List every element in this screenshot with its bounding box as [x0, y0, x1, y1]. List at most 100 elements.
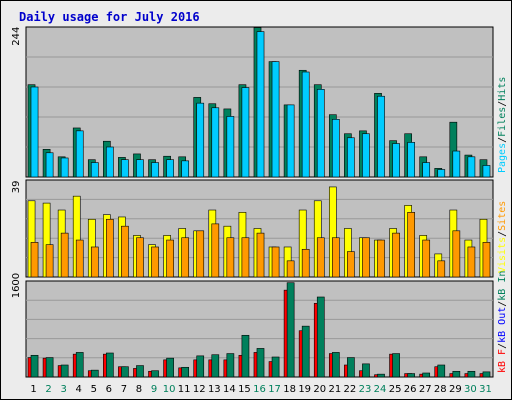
bar-kb-in — [45, 357, 54, 378]
bar-pages — [422, 162, 431, 178]
bar-pages — [301, 71, 310, 178]
bar-sites — [136, 237, 144, 278]
bar-pages — [286, 104, 295, 178]
bar-kb-in — [407, 373, 415, 378]
legend-entry: Pages — [497, 143, 508, 173]
bar-kb-in — [271, 356, 280, 378]
bar-sites — [271, 246, 280, 278]
legend-entry: / — [497, 301, 508, 307]
x-tick-label: 5 — [91, 384, 97, 395]
bar-kb-in — [166, 357, 174, 378]
bar-sites — [211, 223, 220, 278]
bar-pages — [452, 150, 461, 178]
x-tick-label: 26 — [404, 384, 417, 395]
bar-pages — [121, 159, 129, 178]
x-tick-label: 27 — [419, 384, 432, 395]
bar-sites — [362, 237, 370, 278]
bar-kb-in — [106, 352, 114, 378]
bar-kb-in — [211, 354, 220, 378]
bar-kb-in — [422, 372, 431, 378]
bar-kb-in — [331, 352, 340, 378]
x-tick-label: 8 — [136, 384, 142, 395]
x-tick-label: 11 — [178, 384, 191, 395]
x-tick-label: 18 — [283, 384, 296, 395]
bar-pages — [181, 160, 190, 178]
legend-entry: / — [497, 343, 508, 349]
bar-sites — [482, 242, 491, 278]
bar-pages — [30, 86, 39, 178]
x-tick-label: 12 — [193, 384, 206, 395]
bar-sites — [452, 230, 461, 278]
y-max-label: 39 — [11, 181, 22, 194]
bar-pages — [196, 102, 205, 178]
x-tick-label: 14 — [223, 384, 236, 395]
bar-sites — [467, 246, 476, 278]
panel-legend: Visits/Sites — [497, 201, 508, 273]
bar-kb-in — [60, 364, 69, 378]
bar-kb-in — [75, 352, 84, 378]
bar-pages — [241, 87, 250, 178]
legend-entry: Visits — [497, 237, 508, 273]
bar-pages — [271, 61, 280, 178]
chart-title: Daily usage for July 2016 — [19, 10, 200, 24]
bar-sites — [121, 225, 129, 278]
bar-pages — [60, 157, 69, 178]
bar-pages — [256, 31, 265, 178]
x-tick-label: 28 — [434, 384, 447, 395]
x-tick-label: 25 — [389, 384, 402, 395]
bar-kb-in — [196, 355, 205, 378]
bar-kb-in — [121, 366, 129, 378]
bar-sites — [377, 239, 385, 278]
bar-pages — [226, 116, 235, 178]
legend-entry: Sites — [497, 201, 508, 231]
legend-entry: kB Out — [497, 307, 508, 343]
bar-sites — [331, 237, 340, 278]
bar-kb-in — [241, 334, 250, 378]
bar-sites — [60, 232, 69, 278]
bar-sites — [45, 244, 54, 278]
x-tick-label: 3 — [60, 384, 66, 395]
bar-pages — [211, 107, 220, 178]
bar-sites — [286, 260, 295, 278]
bar-pages — [75, 130, 84, 178]
bar-sites — [30, 242, 39, 278]
legend-entry: / — [497, 137, 508, 143]
bar-pages — [136, 159, 144, 178]
x-tick-label: 15 — [238, 384, 251, 395]
bar-sites — [90, 246, 99, 278]
bar-sites — [437, 260, 446, 278]
bar-sites — [392, 232, 400, 278]
x-tick-label: 7 — [121, 384, 127, 395]
y-max-label: 244 — [11, 27, 22, 46]
bar-pages — [106, 146, 114, 178]
bar-pages — [316, 89, 325, 178]
bar-sites — [241, 237, 250, 278]
bar-pages — [467, 156, 476, 178]
x-tick-label: 31 — [479, 384, 492, 395]
bar-sites — [347, 251, 355, 278]
bar-kb-in — [90, 369, 99, 378]
bar-pages — [90, 162, 99, 178]
bar-kb-in — [181, 366, 190, 378]
x-tick-label: 20 — [313, 384, 326, 395]
bar-sites — [301, 248, 310, 278]
bar-sites — [106, 218, 114, 278]
bar-sites — [166, 239, 174, 278]
x-tick-label: 13 — [208, 384, 221, 395]
legend-entry: kB F — [497, 349, 508, 373]
bar-kb-in — [467, 370, 476, 378]
legend-entry: / — [497, 231, 508, 237]
chart-marks: 244Pages/Files/Hits39Visits/Sites1600kB … — [11, 26, 508, 395]
bar-kb-in — [452, 370, 461, 378]
bar-kb-in — [377, 373, 385, 378]
bar-pages — [347, 137, 355, 178]
x-tick-label: 1 — [30, 384, 36, 395]
bar-sites — [407, 212, 415, 278]
x-tick-label: 10 — [163, 384, 176, 395]
bar-kb-in — [286, 282, 295, 378]
panel-legend: kB F/kB Out/kB In — [497, 271, 508, 373]
bar-pages — [392, 143, 400, 178]
x-tick-label: 23 — [359, 384, 372, 395]
bar-pages — [437, 169, 446, 178]
